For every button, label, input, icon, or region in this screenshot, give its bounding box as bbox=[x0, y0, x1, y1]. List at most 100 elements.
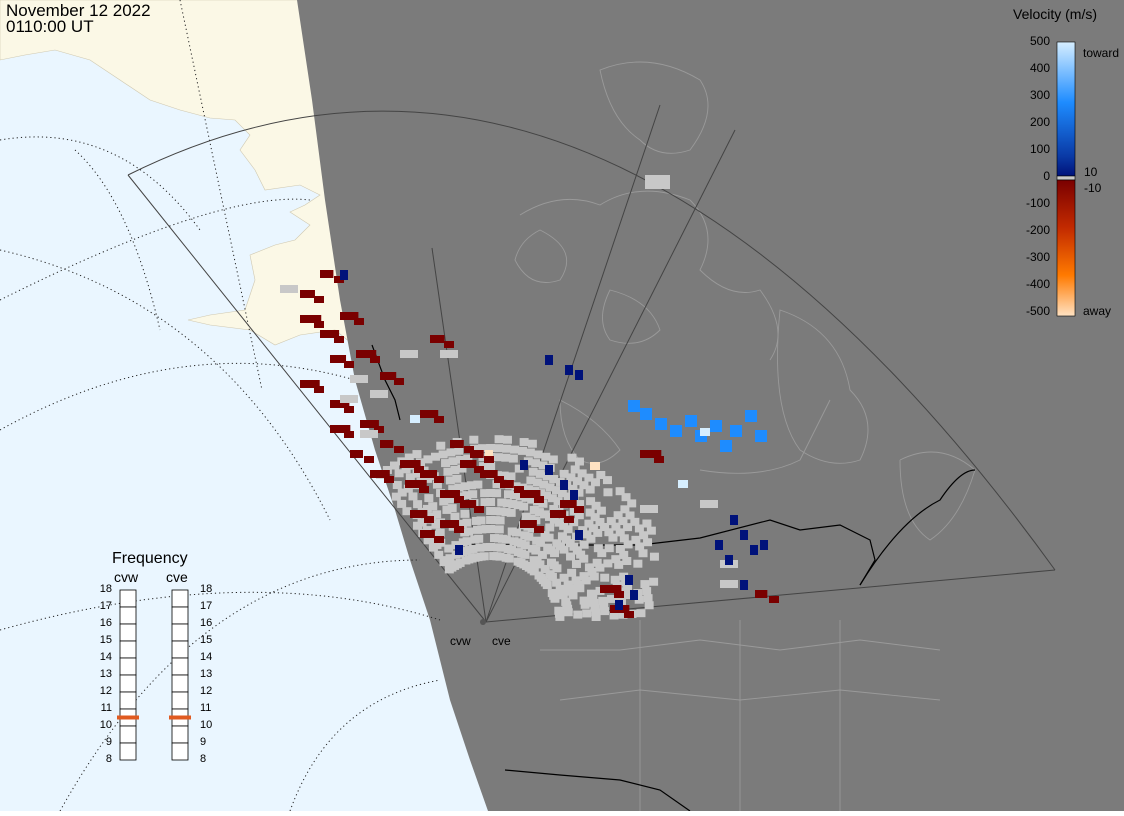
echo-cell bbox=[450, 440, 464, 448]
echo-cell bbox=[450, 512, 460, 521]
echo-cell bbox=[364, 456, 374, 463]
echo-cell bbox=[445, 554, 455, 563]
echo-cell bbox=[565, 365, 573, 375]
frequency-cell bbox=[119, 674, 137, 693]
echo-cell bbox=[454, 496, 464, 503]
echo-cell bbox=[591, 613, 601, 622]
echo-cell bbox=[624, 591, 634, 600]
frequency-level: 16 bbox=[200, 617, 213, 629]
echo-cell bbox=[380, 440, 394, 448]
echo-cell bbox=[531, 459, 541, 468]
echo-cell bbox=[452, 474, 462, 483]
echo-cell bbox=[625, 575, 633, 585]
echo-cell bbox=[585, 508, 595, 517]
night-terminator-region bbox=[297, 0, 1124, 811]
echo-cell bbox=[576, 550, 586, 559]
echo-cell bbox=[430, 452, 440, 461]
echo-cell bbox=[529, 505, 539, 514]
echo-cell bbox=[633, 559, 643, 568]
echo-cell bbox=[545, 465, 553, 475]
echo-cell bbox=[464, 527, 474, 536]
echo-cell bbox=[474, 466, 484, 473]
echo-cell bbox=[480, 489, 490, 498]
velocity-away-label: away bbox=[1083, 304, 1112, 318]
echo-cell bbox=[620, 505, 630, 514]
velocity-pos-threshold-label: 10 bbox=[1084, 165, 1098, 179]
echo-cell bbox=[550, 510, 567, 518]
frequency-cell bbox=[119, 623, 137, 642]
echo-cell bbox=[730, 515, 738, 525]
echo-cell bbox=[438, 450, 448, 459]
echo-cell bbox=[330, 400, 350, 408]
echo-cell bbox=[470, 450, 484, 458]
echo-cell bbox=[314, 296, 324, 303]
echo-cell bbox=[639, 531, 649, 540]
echo-cell bbox=[595, 517, 605, 526]
echo-cell bbox=[532, 478, 542, 487]
echo-cell bbox=[521, 512, 531, 521]
echo-cell bbox=[520, 541, 530, 550]
echo-cell bbox=[300, 315, 322, 323]
echo-cell bbox=[550, 594, 560, 603]
echo-cell bbox=[441, 459, 451, 468]
echo-cell bbox=[740, 530, 748, 540]
echo-cell bbox=[590, 478, 600, 487]
echo-cell bbox=[344, 406, 354, 413]
echo-cell bbox=[549, 474, 559, 483]
echo-cell bbox=[563, 608, 573, 617]
echo-cell bbox=[520, 490, 541, 498]
echo-cell bbox=[570, 490, 578, 500]
echo-cell bbox=[462, 518, 472, 527]
echo-cell bbox=[442, 505, 452, 514]
echo-cell bbox=[508, 454, 518, 463]
echo-cell bbox=[655, 418, 667, 430]
echo-cell bbox=[490, 516, 500, 525]
echo-cell bbox=[563, 492, 573, 501]
echo-cell bbox=[470, 444, 480, 453]
echo-cell bbox=[678, 480, 688, 488]
echo-cell bbox=[330, 355, 347, 363]
echo-cell bbox=[547, 494, 557, 503]
echo-cell bbox=[486, 444, 496, 453]
echo-cell bbox=[604, 528, 614, 537]
frequency-level: 17 bbox=[99, 600, 112, 612]
echo-cell bbox=[520, 460, 528, 470]
echo-cell bbox=[608, 533, 618, 542]
echo-cell bbox=[403, 484, 413, 493]
echo-cell bbox=[623, 540, 633, 549]
echo-cell bbox=[623, 523, 633, 532]
frequency-level: 9 bbox=[105, 736, 112, 748]
frequency-level: 13 bbox=[200, 668, 213, 680]
frequency-level: 15 bbox=[200, 634, 213, 646]
echo-cell bbox=[526, 514, 536, 523]
echo-cell bbox=[634, 524, 644, 533]
echo-cell bbox=[541, 452, 551, 461]
echo-cell bbox=[607, 594, 617, 603]
echo-cell bbox=[606, 517, 616, 526]
echo-cell bbox=[592, 558, 602, 567]
frequency-cell bbox=[119, 742, 137, 761]
frequency-level: 13 bbox=[99, 668, 112, 680]
echo-cell bbox=[491, 507, 501, 516]
echo-cell bbox=[344, 431, 354, 438]
frequency-level: 18 bbox=[200, 583, 213, 595]
echo-cell bbox=[604, 544, 614, 553]
echo-cell bbox=[548, 455, 558, 464]
echo-cell bbox=[545, 523, 555, 532]
echo-cell bbox=[525, 448, 535, 457]
echo-cell bbox=[480, 498, 490, 507]
frequency-level: 10 bbox=[99, 719, 112, 731]
frequency-cell bbox=[171, 691, 189, 710]
echo-cell bbox=[552, 578, 562, 587]
echo-cell bbox=[528, 467, 538, 476]
velocity-neg-threshold-label: -10 bbox=[1084, 181, 1102, 195]
echo-cell bbox=[540, 565, 550, 574]
frequency-level: 10 bbox=[200, 719, 213, 731]
echo-cell bbox=[394, 446, 404, 453]
frequency-title: Frequency bbox=[112, 550, 188, 567]
echo-cell bbox=[360, 420, 379, 428]
echo-cell bbox=[526, 476, 536, 485]
frequency-level: 11 bbox=[100, 702, 112, 714]
echo-cell bbox=[571, 559, 581, 568]
echo-cell bbox=[567, 568, 577, 577]
